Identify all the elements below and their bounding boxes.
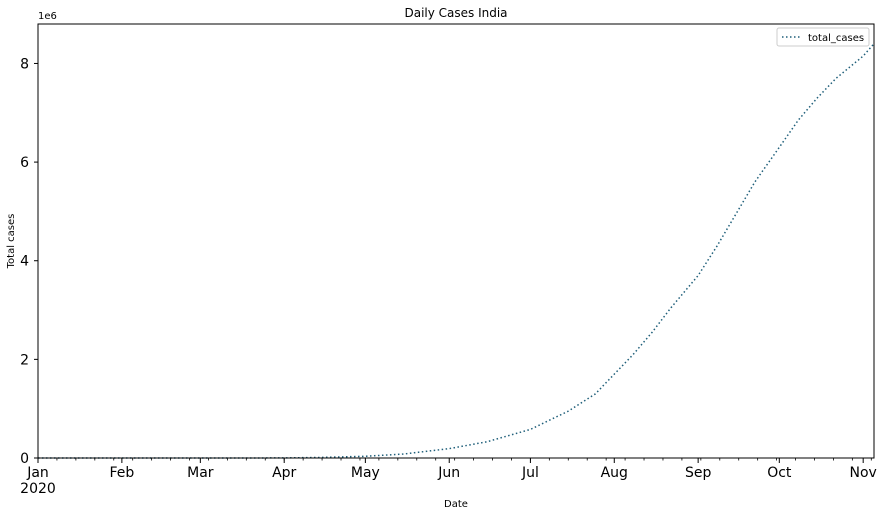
x-tick-label: Sep — [685, 465, 712, 481]
x-tick-label: Jun — [437, 465, 460, 481]
y-offset-label: 1e6 — [38, 11, 57, 22]
x-tick-label: Mar — [187, 465, 214, 481]
x-tick-label: Oct — [767, 465, 792, 481]
x-axis-label: Date — [444, 499, 468, 510]
legend-entry-label: total_cases — [808, 33, 864, 44]
x-tick-year-label: 2020 — [20, 481, 56, 497]
y-tick-label: 4 — [20, 254, 29, 270]
legend-box — [776, 27, 870, 47]
x-tick-label: Aug — [601, 465, 628, 481]
x-tick-label: Jul — [521, 465, 539, 481]
legend: total_cases — [776, 27, 870, 47]
series-layer — [38, 43, 875, 459]
x-tick-label: Feb — [109, 465, 134, 481]
y-tick-label: 2 — [20, 352, 29, 368]
y-ticks: 0 2 4 6 8 — [20, 56, 38, 467]
series-line-total_cases — [38, 43, 875, 459]
y-tick-label: 0 — [20, 451, 29, 467]
x-tick-label: Nov — [850, 465, 877, 481]
chart-title: Daily Cases India — [404, 6, 507, 20]
y-tick-label: 6 — [20, 155, 29, 171]
x-tick-label: Apr — [272, 465, 296, 481]
y-tick-label: 8 — [20, 56, 29, 72]
x-tick-label: May — [351, 465, 380, 481]
x-tick-label: Jan — [26, 465, 49, 481]
y-axis-label: Total cases — [6, 214, 17, 270]
x-minor-ticks — [37, 458, 872, 461]
axes-frame — [37, 23, 875, 459]
